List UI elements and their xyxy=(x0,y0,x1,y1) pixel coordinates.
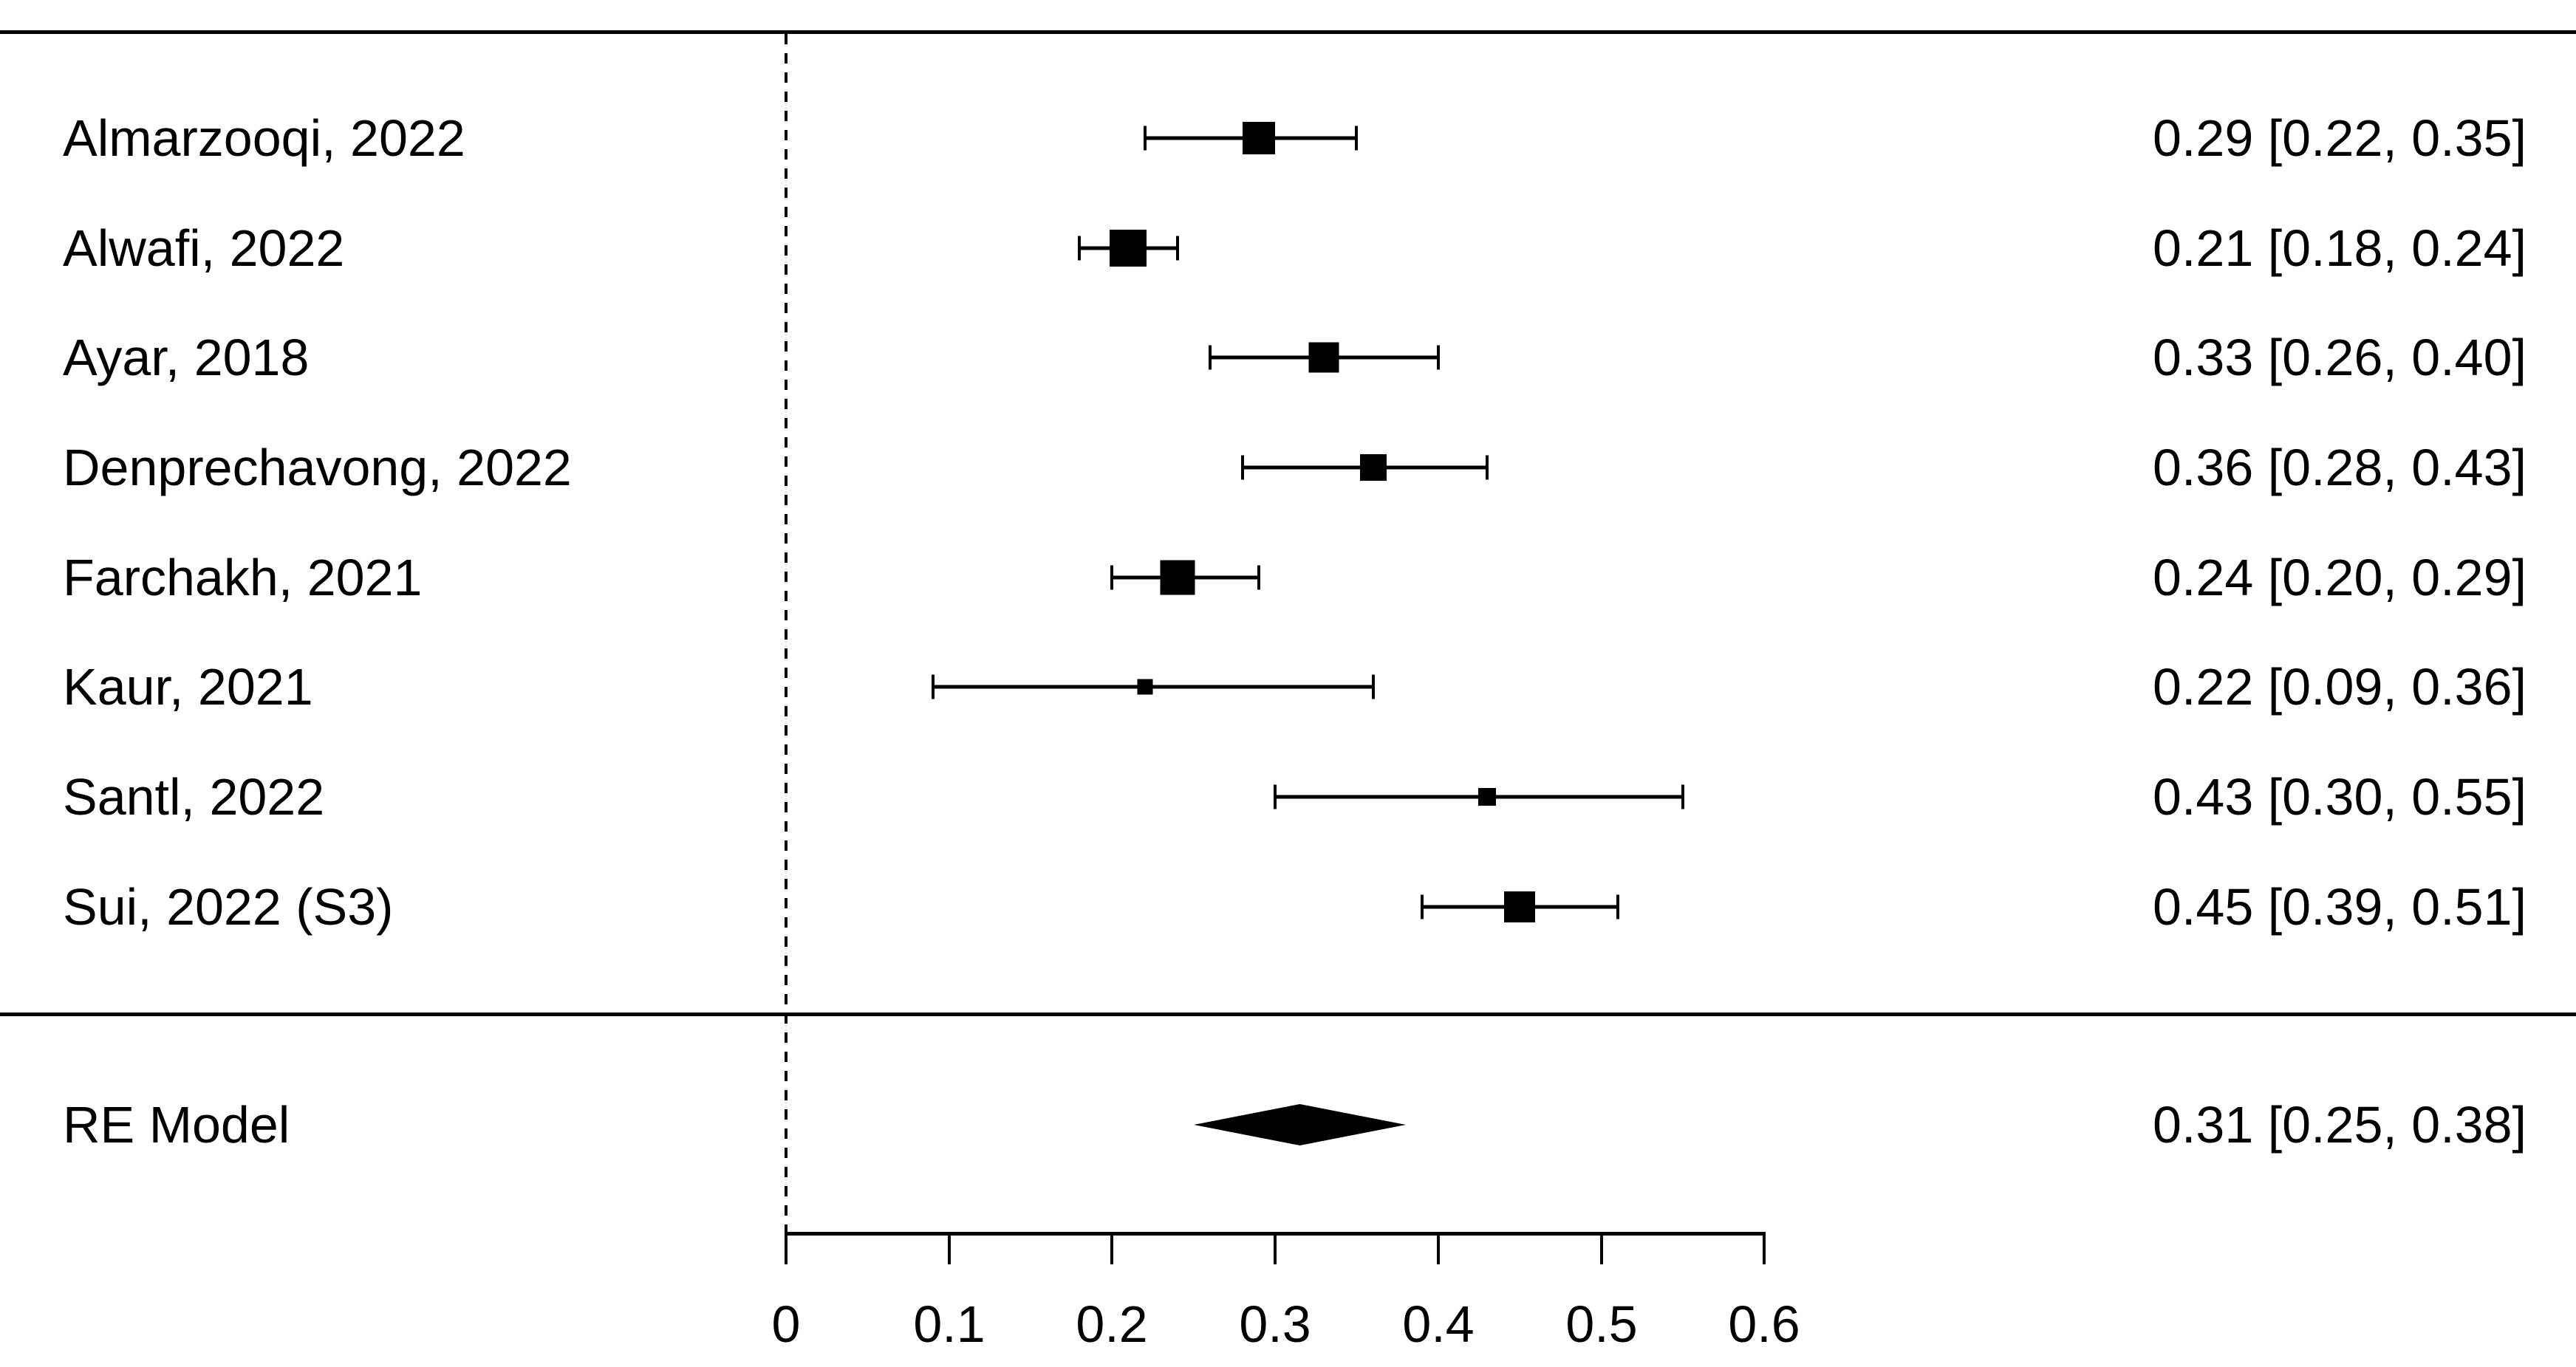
ci-cap-left xyxy=(1144,126,1147,151)
estimate-annotation: 0.24 [0.20, 0.29] xyxy=(2153,549,2527,606)
estimate-annotation: 0.21 [0.18, 0.24] xyxy=(2153,219,2527,277)
study-label: Ayar, 2018 xyxy=(63,329,310,386)
study-label: Almarzooqi, 2022 xyxy=(63,109,465,167)
ci-cap-left xyxy=(1209,345,1212,370)
ci-cap-right xyxy=(1372,674,1375,699)
estimate-annotation: 0.29 [0.22, 0.35] xyxy=(2153,109,2527,167)
separator-rule xyxy=(0,1013,2576,1016)
axis-tick xyxy=(948,1232,951,1264)
axis-tick xyxy=(1437,1232,1440,1264)
estimate-annotation: 0.45 [0.39, 0.51] xyxy=(2153,878,2527,936)
axis-tick xyxy=(1600,1232,1603,1264)
ci-cap-left xyxy=(1110,565,1113,590)
axis-tick xyxy=(1110,1232,1113,1264)
ci-cap-right xyxy=(1437,345,1440,370)
axis-tick xyxy=(785,1232,788,1264)
axis-tick-label: 0 xyxy=(771,1295,801,1353)
study-label: Sui, 2022 (S3) xyxy=(63,878,394,936)
summary-diamond xyxy=(1194,1104,1406,1145)
estimate-square xyxy=(1137,679,1153,695)
ci-cap-right xyxy=(1355,126,1358,151)
study-label: Santl, 2022 xyxy=(63,768,325,826)
summary-label: RE Model xyxy=(63,1096,290,1154)
estimate-square xyxy=(1308,342,1339,373)
axis-tick-label: 0.1 xyxy=(913,1295,985,1353)
ci-cap-right xyxy=(1616,894,1619,919)
study-label: Farchakh, 2021 xyxy=(63,549,423,606)
axis-tick-label: 0.3 xyxy=(1239,1295,1311,1353)
ci-cap-left xyxy=(932,674,935,699)
estimate-square xyxy=(1360,454,1387,481)
estimate-annotation: 0.22 [0.09, 0.36] xyxy=(2153,658,2527,716)
reference-line xyxy=(785,34,788,1233)
ci-cap-left xyxy=(1274,784,1277,809)
axis-tick xyxy=(1763,1232,1766,1264)
axis-tick-label: 0.4 xyxy=(1402,1295,1475,1353)
study-label: Alwafi, 2022 xyxy=(63,219,345,277)
ci-cap-right xyxy=(1176,236,1179,261)
study-label: Kaur, 2021 xyxy=(63,658,313,716)
ci-cap-right xyxy=(1486,455,1489,480)
study-label: Denprechavong, 2022 xyxy=(63,439,572,496)
estimate-annotation: 0.43 [0.30, 0.55] xyxy=(2153,768,2527,826)
estimate-square xyxy=(1478,788,1496,806)
axis-tick-label: 0.6 xyxy=(1728,1295,1800,1353)
ci-cap-left xyxy=(1421,894,1424,919)
estimate-square xyxy=(1110,230,1147,267)
summary-annotation: 0.31 [0.25, 0.38] xyxy=(2153,1096,2527,1154)
ci-cap-left xyxy=(1241,455,1244,480)
estimate-annotation: 0.33 [0.26, 0.40] xyxy=(2153,329,2527,386)
estimate-square xyxy=(1504,891,1535,922)
axis-tick-label: 0.2 xyxy=(1076,1295,1148,1353)
ci-line xyxy=(933,685,1373,689)
ci-cap-left xyxy=(1078,236,1081,261)
ci-cap-right xyxy=(1681,784,1684,809)
estimate-annotation: 0.36 [0.28, 0.43] xyxy=(2153,439,2527,496)
top-rule xyxy=(0,30,2576,34)
axis-tick xyxy=(1274,1232,1277,1264)
estimate-square xyxy=(1160,560,1195,595)
estimate-square xyxy=(1243,122,1275,154)
ci-cap-right xyxy=(1257,565,1260,590)
axis-tick-label: 0.5 xyxy=(1565,1295,1638,1353)
